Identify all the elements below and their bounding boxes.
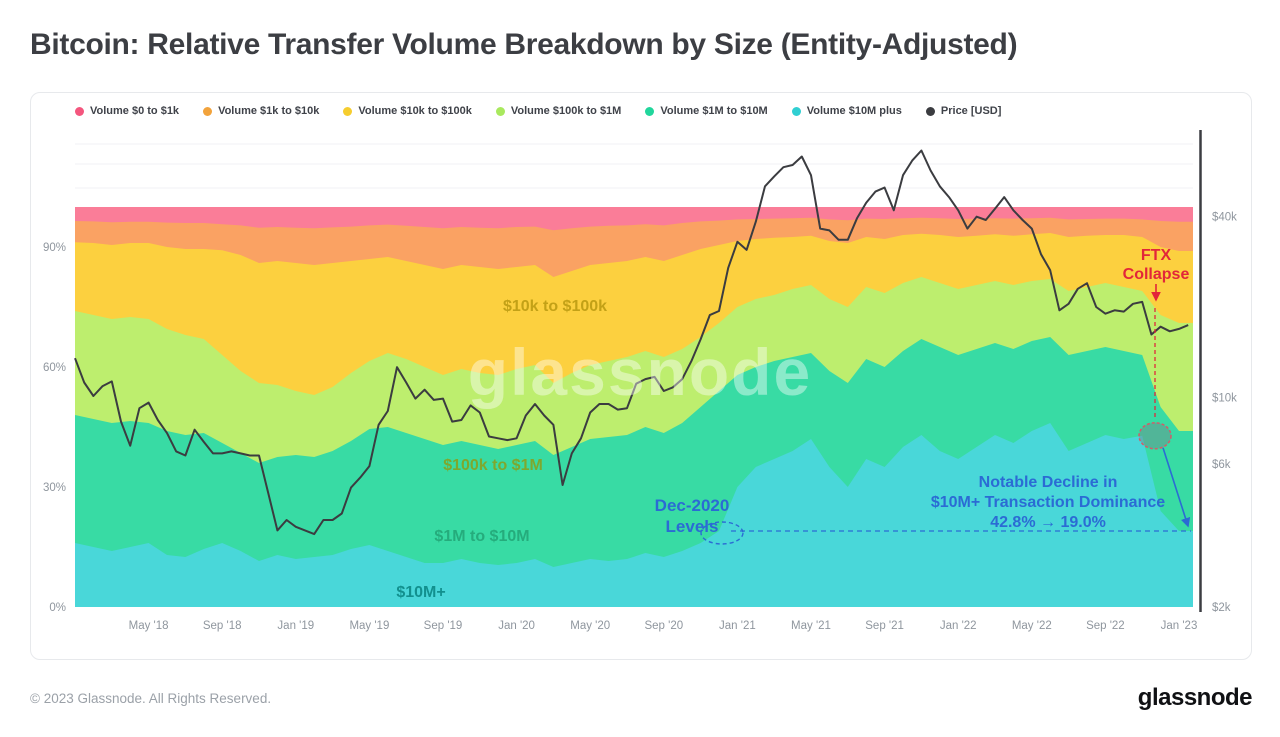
y-left-tick-label: 60% xyxy=(43,362,66,374)
legend-item-label: Volume $10k to $100k xyxy=(358,105,472,117)
legend-item-3[interactable]: Volume $100k to $1M xyxy=(495,105,622,117)
legend-item-label: Price [USD] xyxy=(940,105,1002,117)
legend-item-0[interactable]: Volume $0 to $1k xyxy=(75,105,179,117)
x-tick-label: May '18 xyxy=(129,620,169,632)
legend-dot-icon xyxy=(791,106,801,116)
x-tick-label: May '22 xyxy=(1012,620,1052,632)
y-right-tick-label: $10k xyxy=(1212,392,1237,404)
y-right-tick-label: $2k xyxy=(1212,602,1231,614)
x-tick-label: Sep '21 xyxy=(865,620,904,632)
glassnode-logo: glassnode xyxy=(1137,684,1253,711)
legend-dot-icon xyxy=(495,106,505,116)
y-right-tick-label: $6k xyxy=(1212,459,1231,471)
x-tick-label: Jan '23 xyxy=(1161,620,1198,632)
legend-item-1[interactable]: Volume $1k to $10k xyxy=(203,105,319,117)
x-tick-label: May '21 xyxy=(791,620,831,632)
legend-dot-icon xyxy=(203,106,213,116)
price-line xyxy=(74,149,1189,536)
legend-dot-icon xyxy=(343,106,353,116)
legend-item-label: Volume $1k to $10k xyxy=(218,105,320,117)
legend-item-label: Volume $100k to $1M xyxy=(510,105,622,117)
legend-item-label: Volume $0 to $1k xyxy=(90,105,180,117)
x-tick-label: May '20 xyxy=(570,620,610,632)
dec2020-point-ellipse xyxy=(700,521,744,545)
area-band-volume-10m-plus xyxy=(75,423,1193,607)
legend-item-6[interactable]: Price [USD] xyxy=(925,105,1002,117)
legend-item-2[interactable]: Volume $10k to $100k xyxy=(343,105,472,117)
page-title: Bitcoin: Relative Transfer Volume Breakd… xyxy=(30,28,1018,61)
y-right-tick-label: $40k xyxy=(1212,212,1237,224)
y-left-tick-label: 0% xyxy=(49,602,66,614)
legend-item-5[interactable]: Volume $10M plus xyxy=(791,105,902,117)
y-left-tick-label: 90% xyxy=(43,242,66,254)
x-tick-label: May '19 xyxy=(349,620,389,632)
legend-dot-icon xyxy=(645,106,655,116)
decline-arrow xyxy=(1162,447,1191,528)
x-tick-label: Sep '18 xyxy=(203,620,242,632)
chart-legend: Volume $0 to $1k Volume $1k to $10k Volume… xyxy=(75,105,1001,117)
x-tick-label: Jan '22 xyxy=(940,620,977,632)
x-tick-label: Sep '19 xyxy=(424,620,463,632)
x-tick-label: Sep '20 xyxy=(644,620,683,632)
footer-copyright: © 2023 Glassnode. All Rights Reserved. xyxy=(30,691,272,706)
x-tick-label: Jan '19 xyxy=(277,620,314,632)
x-tick-label: Jan '20 xyxy=(498,620,535,632)
legend-dot-icon xyxy=(75,106,84,116)
legend-item-4[interactable]: Volume $1M to $10M xyxy=(645,105,768,117)
legend-item-label: Volume $1M to $10M xyxy=(660,105,768,117)
legend-item-label: Volume $10M plus xyxy=(806,105,902,117)
ftx-point-circle xyxy=(1138,422,1172,450)
legend-dot-icon xyxy=(925,106,935,116)
x-tick-label: Sep '22 xyxy=(1086,620,1125,632)
x-tick-label: Jan '21 xyxy=(719,620,756,632)
y-left-tick-label: 30% xyxy=(43,482,66,494)
